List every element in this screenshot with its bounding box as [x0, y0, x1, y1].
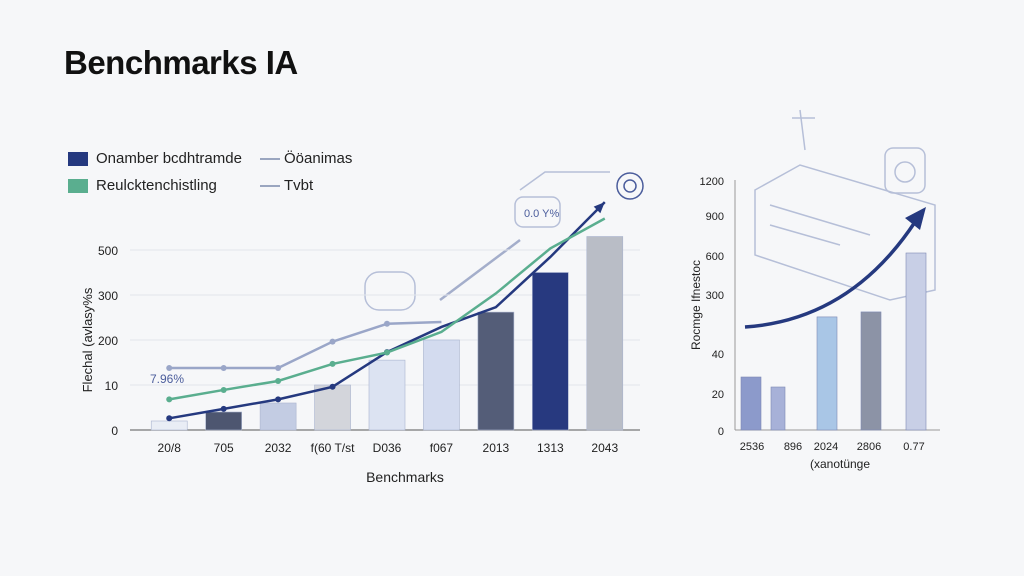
x-tick-label: 2013: [483, 441, 510, 455]
x-tick-label: 705: [214, 441, 234, 455]
bar: [860, 311, 882, 431]
x-tick-label: 2536: [740, 441, 764, 453]
series-point: [166, 364, 173, 371]
x-tick-label: 1313: [537, 441, 564, 455]
x-tick-label: 0.77: [903, 441, 924, 453]
x-tick-label: f067: [430, 441, 454, 455]
legend-label: Onamber bcdhtramde: [96, 150, 242, 167]
bar: [770, 386, 786, 431]
server-illustration-icon: [754, 164, 936, 301]
series-point: [384, 349, 390, 356]
arrowhead-icon: [905, 207, 926, 230]
legend-line: [260, 157, 280, 160]
legend-label: Ööanimas: [284, 150, 353, 167]
series-line-3: [169, 320, 442, 370]
y-tick-label: 300: [98, 289, 118, 303]
x-tick-label: D036: [373, 441, 402, 455]
y-axis-label: Flechal (avlasy%s: [80, 287, 95, 392]
camera-icon: [884, 147, 926, 194]
series-point: [166, 415, 173, 422]
bar: [532, 272, 569, 431]
antenna-icon: [792, 109, 815, 151]
legend-swatch: [68, 151, 88, 166]
x-axis-label: Benchmarks: [366, 469, 444, 485]
series-point: [275, 364, 282, 371]
arrowhead-icon: [593, 202, 605, 214]
series-point: [220, 364, 227, 371]
legend-line: [260, 184, 280, 187]
cloud-lock-icon: [364, 271, 416, 311]
series-point: [329, 338, 336, 345]
server-panel-icon: [769, 204, 871, 246]
y-tick-label: 0: [111, 424, 118, 438]
series-point: [275, 377, 282, 384]
y-tick-label: 900: [706, 211, 724, 223]
bar: [905, 252, 927, 431]
bar: [477, 311, 515, 431]
x-tick-label: f(60 T/st: [311, 441, 355, 455]
x-tick-label: 2032: [265, 441, 292, 455]
series-point: [275, 396, 282, 403]
bar: [816, 316, 838, 431]
legend-item-1: Onamber bcdhtramde: [68, 150, 242, 167]
y-axis-label: Rocmge Ifnestoc: [689, 260, 703, 350]
badge-icon: [514, 196, 561, 228]
bar: [259, 402, 297, 431]
y-tick-label: 20: [712, 389, 724, 401]
legend-item-3: Ööanimas: [260, 150, 352, 167]
legend-swatch: [68, 178, 88, 193]
y-tick-label: 500: [98, 244, 118, 258]
y-tick-label: 1200: [700, 176, 724, 188]
y-tick-label: 600: [706, 251, 724, 263]
series-point: [384, 320, 390, 327]
target-icon: [616, 172, 644, 200]
x-axis-label: (xanotünge: [810, 457, 870, 471]
x-tick-label: 20/8: [158, 441, 182, 455]
bar: [150, 420, 188, 431]
decorative-illustrations: [364, 109, 936, 311]
bar: [423, 339, 460, 431]
x-tick-label: 2806: [857, 441, 881, 453]
y-tick-label: 40: [712, 349, 724, 361]
x-tick-label: 2024: [814, 441, 838, 453]
legend-label: Reulcktenchistling: [96, 177, 217, 194]
upper-trend-line: [439, 239, 521, 301]
page-title: Benchmarks IA: [64, 44, 298, 81]
annotation-label: 7.96%: [150, 372, 184, 386]
badge-label: 0.0 Y%: [524, 208, 559, 220]
series-point: [220, 405, 227, 412]
y-tick-label: 200: [98, 334, 118, 348]
bar: [205, 411, 242, 431]
upper-arrow-icon: [519, 171, 610, 191]
side-bar-chart: 0 20 40 300 600 900 1200 Rocmge Ifnestoc (xanotü…: [689, 176, 940, 471]
y-tick-label: 10: [105, 379, 119, 393]
main-bar-chart: 0 10 200 300 500 Flechal (avlasy%s Benchmarks 2…: [80, 201, 640, 485]
series-point: [329, 383, 336, 390]
bar: [314, 384, 351, 431]
series-point: [220, 386, 227, 393]
legend-item-4: Tvbt: [260, 177, 313, 194]
legend-item-2: Reulcktenchistling: [68, 177, 217, 194]
y-tick-label: 300: [706, 290, 724, 302]
series-point: [329, 360, 336, 367]
x-tick-label: 2043: [591, 441, 618, 455]
series-point: [166, 396, 173, 403]
target-inner-icon: [623, 179, 637, 193]
camera-lens-icon: [894, 161, 916, 183]
bar: [740, 376, 762, 431]
trend-arrow-line: [744, 221, 917, 329]
y-tick-label: 0: [718, 426, 724, 438]
legend-label: Tvbt: [284, 177, 314, 194]
x-tick-label: 896: [784, 441, 802, 453]
bar: [586, 236, 624, 431]
bar: [368, 359, 406, 431]
